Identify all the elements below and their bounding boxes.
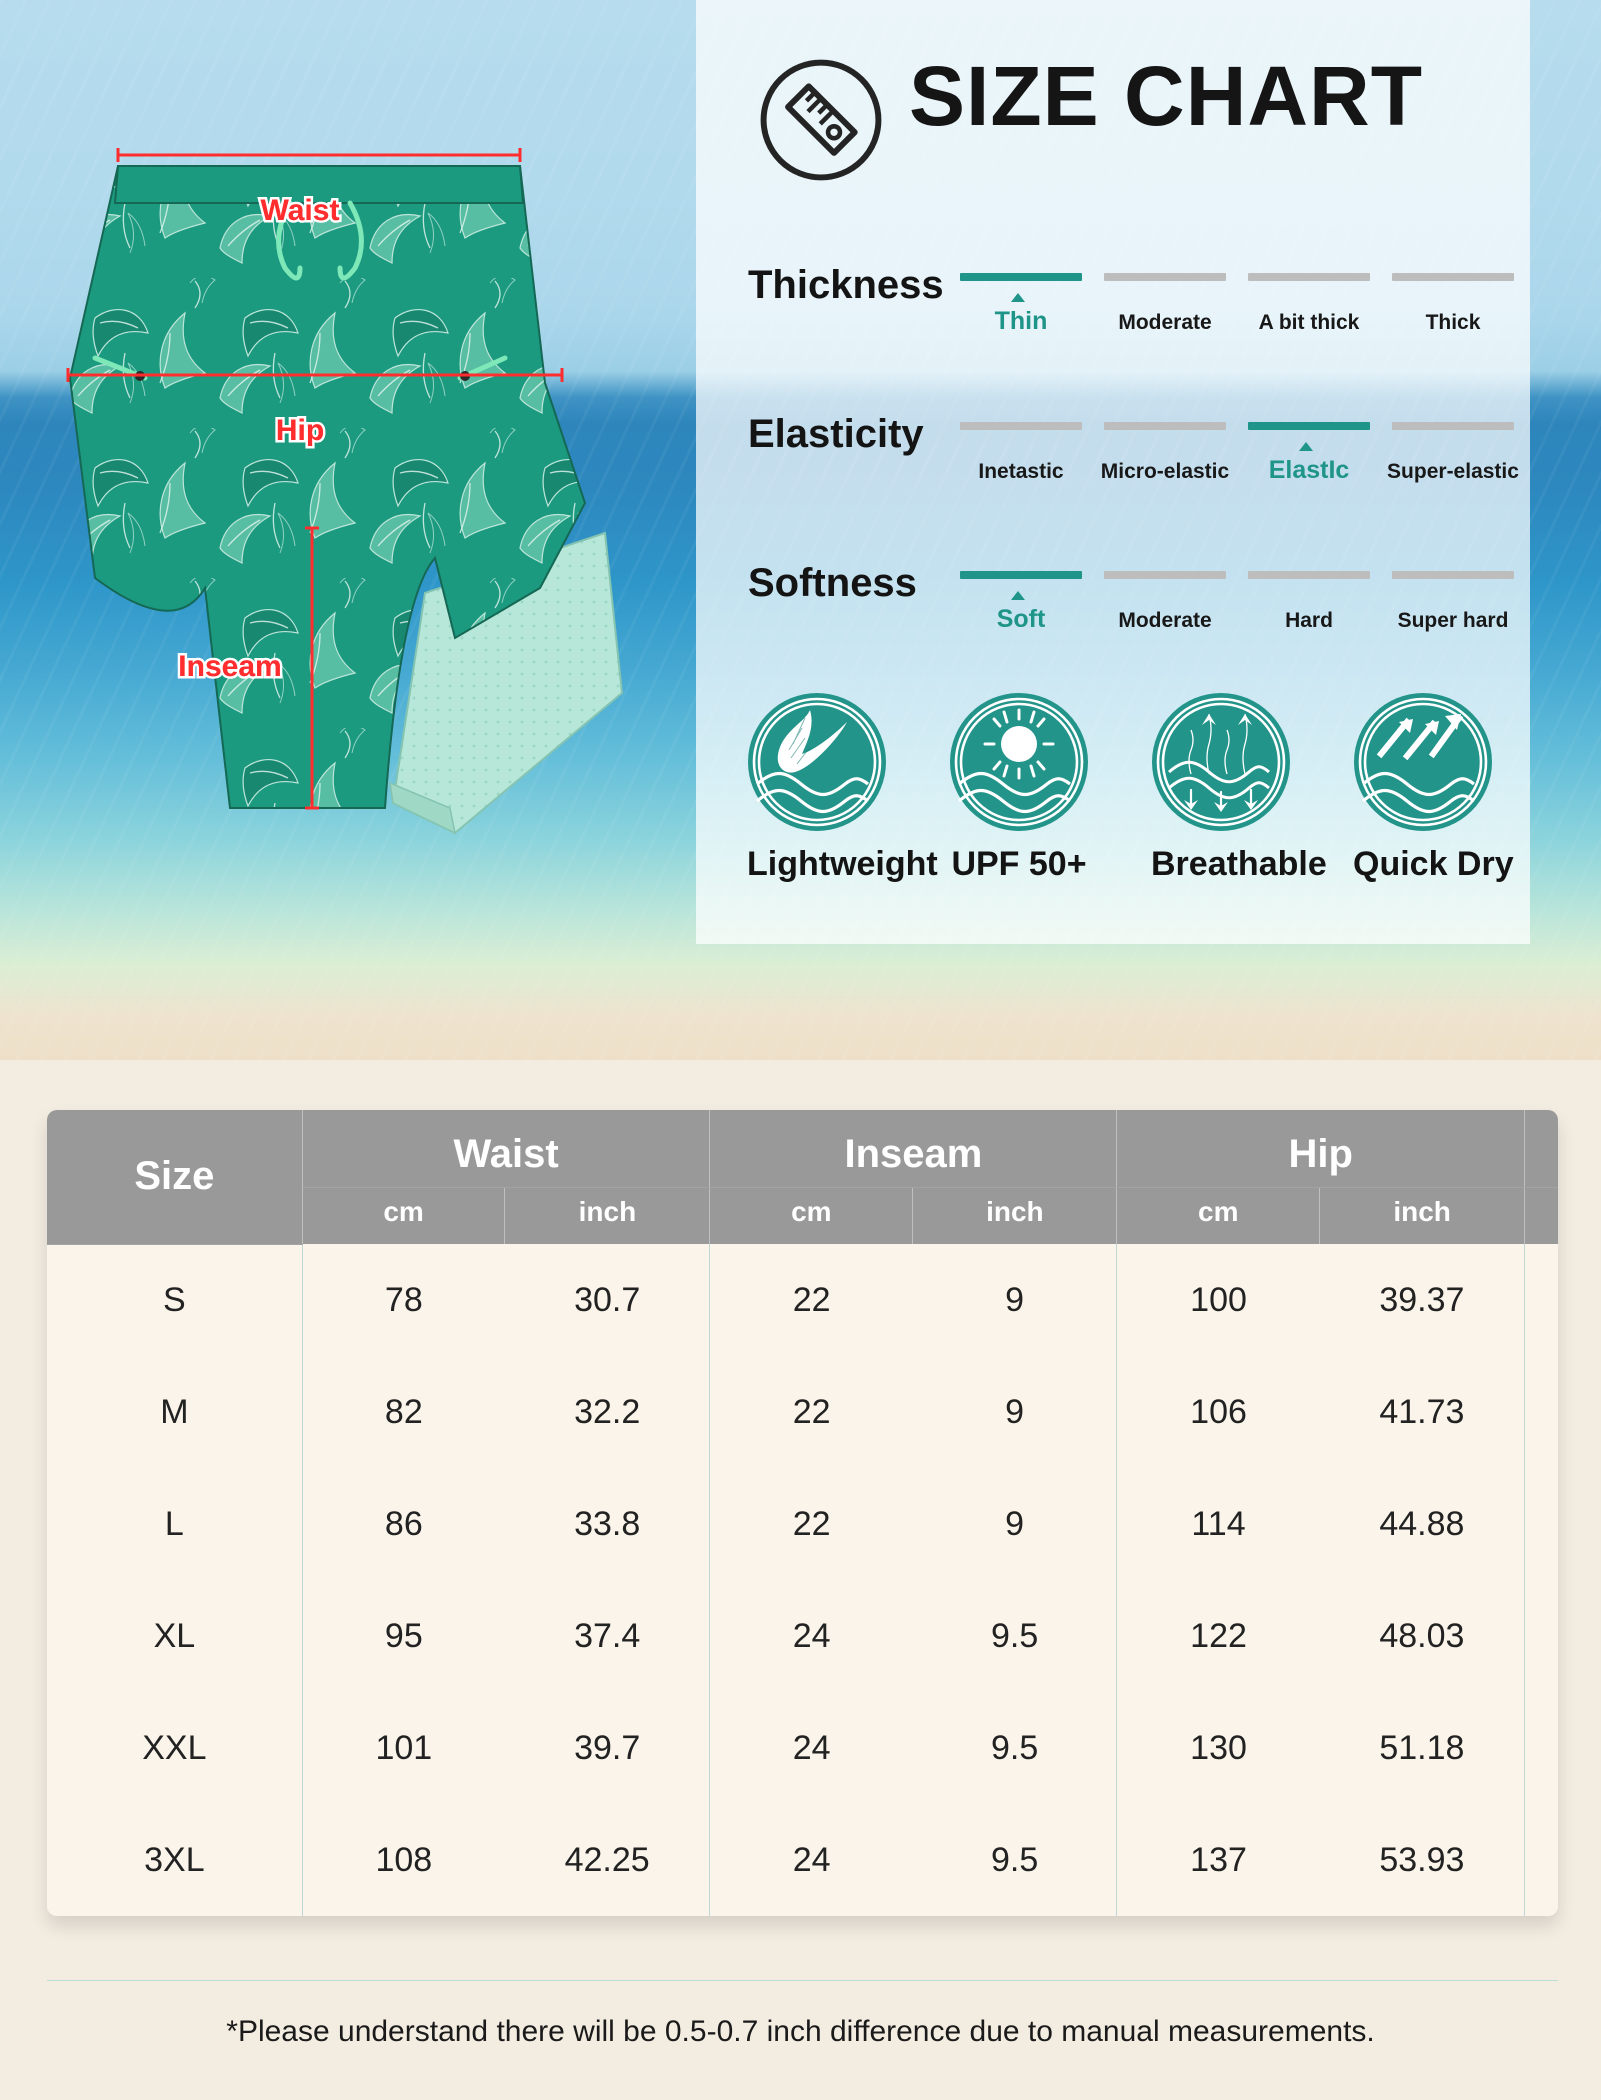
svg-text:Hip: Hip: [276, 414, 324, 447]
svg-text:Inseam: Inseam: [178, 650, 281, 683]
svg-text:Waist: Waist: [261, 194, 340, 227]
